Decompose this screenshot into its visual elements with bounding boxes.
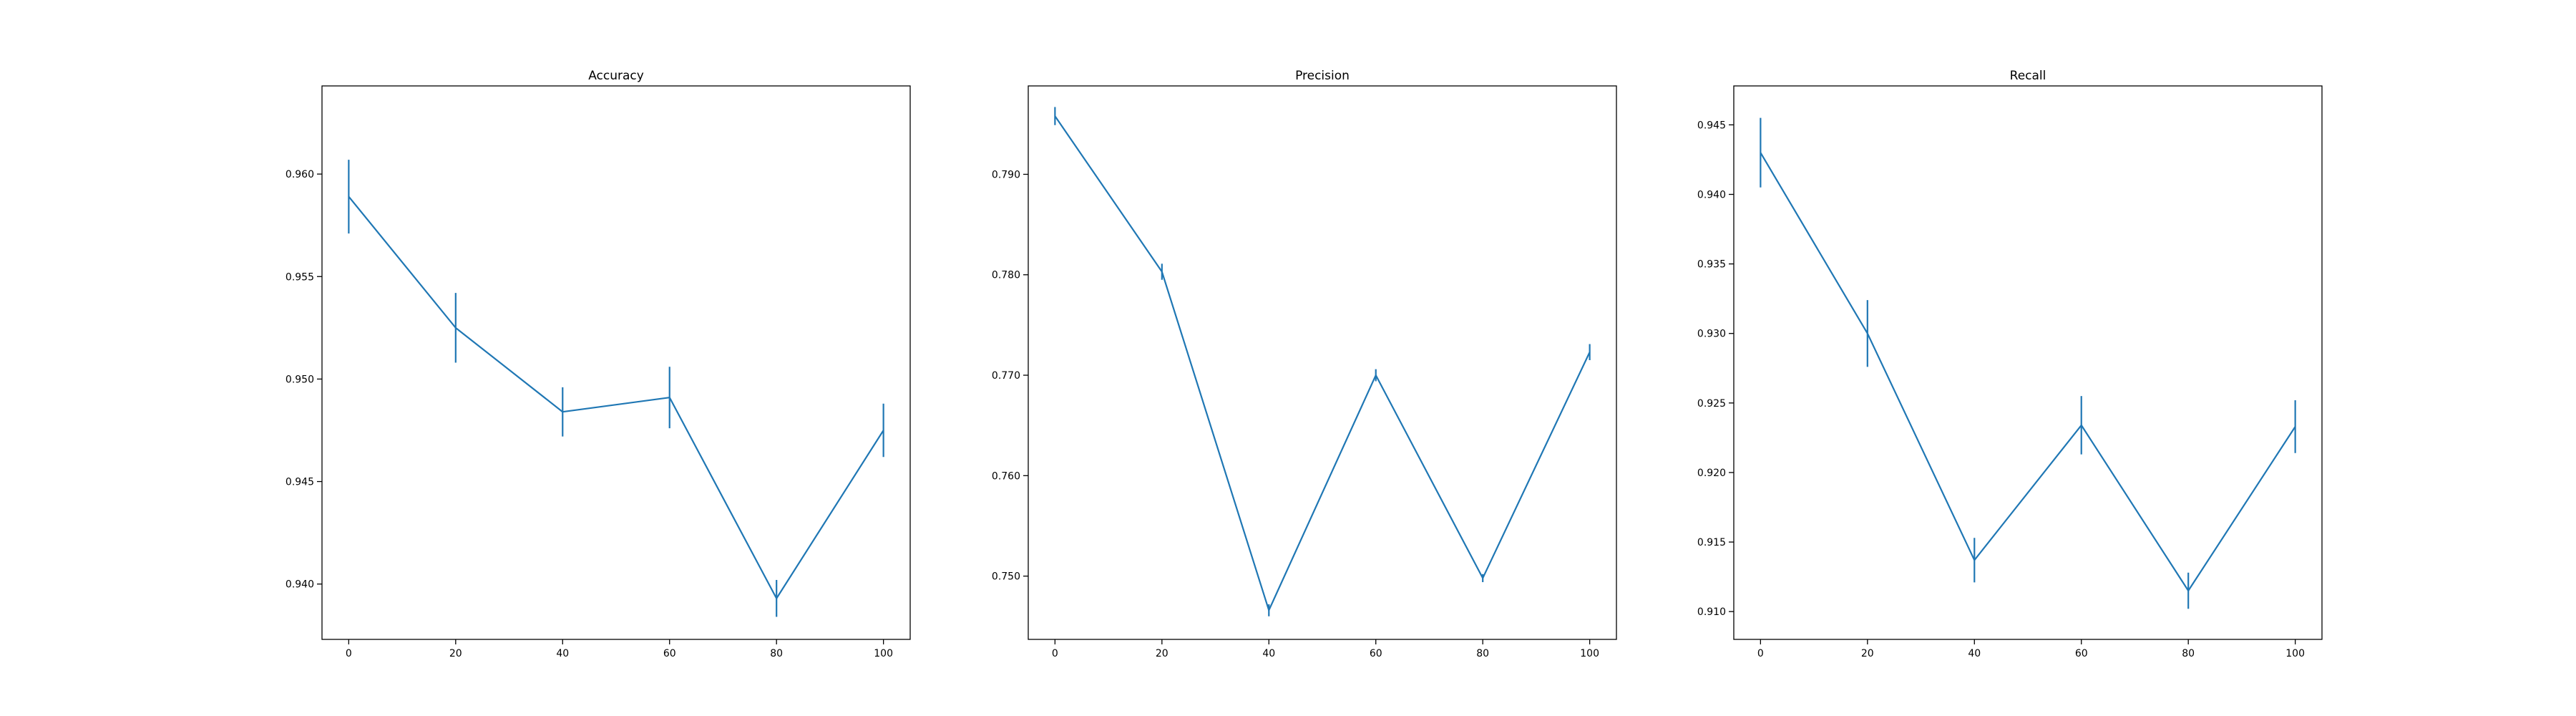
- y-tick-label: 0.920: [1697, 468, 1726, 479]
- x-tick-label: 100: [1580, 648, 1599, 659]
- y-tick-label: 0.960: [286, 169, 314, 180]
- y-tick-label: 0.945: [1697, 120, 1726, 131]
- subplot-recall: Recall 0 20 40 60 80 100 0.910 0.915 0.920 0.925 0…: [1697, 69, 2323, 659]
- x-tick-label: 0: [1757, 648, 1764, 659]
- y-tick-label: 0.780: [992, 270, 1020, 281]
- x-tick-label: 100: [2285, 648, 2305, 659]
- y-tick-label: 0.930: [1697, 329, 1726, 340]
- x-tick-label: 40: [556, 648, 569, 659]
- chart-title: Accuracy: [588, 69, 644, 83]
- x-tick-label: 0: [1052, 648, 1058, 659]
- x-tick-label: 20: [449, 648, 462, 659]
- x-tick-label: 20: [1156, 648, 1169, 659]
- x-tick-label: 0: [346, 648, 352, 659]
- y-tick-label: 0.915: [1697, 537, 1726, 548]
- y-tick-label: 0.910: [1697, 606, 1726, 618]
- chart-title: Precision: [1295, 69, 1350, 83]
- x-tick-label: 60: [1370, 648, 1382, 659]
- y-tick-label: 0.940: [1697, 189, 1726, 200]
- y-tick-label: 0.940: [286, 579, 314, 591]
- subplot-accuracy: Accuracy 0 20 40 60 80 100 0.940 0.945 0.950 0.95…: [286, 69, 911, 659]
- y-tick-label: 0.950: [286, 374, 314, 385]
- x-tick-label: 80: [1476, 648, 1489, 659]
- axes-frame: [1733, 85, 2323, 640]
- y-tick-label: 0.770: [992, 370, 1020, 382]
- series-line: [1054, 115, 1591, 611]
- x-tick-label: 100: [874, 648, 893, 659]
- y-tick-label: 0.760: [992, 470, 1020, 482]
- y-tick-label: 0.955: [286, 271, 314, 283]
- y-tick-label: 0.750: [992, 571, 1020, 583]
- axes-frame: [1028, 85, 1617, 640]
- x-tick-label: 60: [663, 648, 676, 659]
- subplot-precision: Precision 0 20 40 60 80 100 0.750 0.760 0.770 0.7…: [992, 69, 1617, 659]
- x-tick-label: 60: [2075, 648, 2088, 659]
- series-line: [348, 195, 884, 599]
- x-tick-label: 20: [1861, 648, 1874, 659]
- x-tick-label: 80: [2182, 648, 2195, 659]
- chart-title: Recall: [2010, 69, 2046, 83]
- x-tick-label: 80: [770, 648, 783, 659]
- y-tick-label: 0.790: [992, 169, 1020, 180]
- y-tick-label: 0.945: [286, 477, 314, 488]
- y-tick-label: 0.935: [1697, 259, 1726, 271]
- x-tick-label: 40: [1968, 648, 1981, 659]
- x-tick-label: 40: [1262, 648, 1275, 659]
- series-line: [1760, 152, 2296, 592]
- axes-frame: [321, 85, 911, 640]
- y-tick-label: 0.925: [1697, 398, 1726, 410]
